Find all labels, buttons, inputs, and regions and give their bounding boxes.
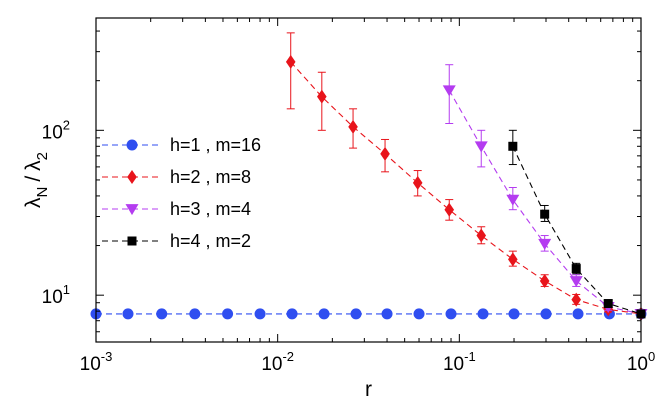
data-point — [445, 308, 457, 320]
data-point — [603, 299, 613, 309]
y-label-slash: / — [22, 176, 45, 182]
x-tick-label: 10-3 — [80, 349, 113, 375]
x-axis-label: r — [365, 378, 372, 401]
data-point — [412, 175, 423, 190]
data-point — [572, 308, 584, 320]
y-label-sub-n: N — [34, 187, 51, 198]
data-point — [571, 292, 582, 307]
data-point — [381, 308, 393, 320]
data-point — [540, 209, 550, 219]
legend-label: h=4 , m=2 — [170, 231, 251, 251]
data-point — [348, 119, 358, 134]
data-point — [506, 194, 520, 206]
data-point — [156, 308, 168, 320]
data-point — [538, 238, 552, 250]
data-point — [380, 146, 390, 161]
y-label-lambda-1: λ — [22, 197, 45, 208]
legend-marker — [125, 204, 139, 216]
y-label-lambda-2: λ — [22, 160, 45, 171]
data-point — [442, 85, 456, 97]
data-point — [508, 141, 518, 151]
data-point — [444, 202, 455, 217]
y-tick-label: 101 — [42, 282, 70, 308]
x-tick-label: 10-1 — [443, 349, 476, 375]
axes: 10-3 10-2 10-1 100 101 102 — [42, 18, 655, 375]
data-point — [189, 308, 201, 320]
data-point — [569, 276, 583, 288]
data-point — [474, 141, 488, 153]
data-point — [350, 308, 362, 320]
svg-text:λN/λ2: λN/λ2 — [22, 152, 51, 208]
data-point — [477, 308, 489, 320]
legend: h=1 , m=16 h=2 , m=8 h=3 , m=4 h=4 , m=2 — [102, 135, 261, 251]
legend-marker — [127, 170, 137, 184]
data-point — [285, 54, 296, 69]
y-tick-label: 102 — [42, 117, 70, 143]
data-point — [508, 252, 518, 267]
data-point — [571, 264, 581, 274]
data-point — [539, 273, 550, 288]
series-line — [290, 61, 642, 315]
x-tick-label: 100 — [627, 349, 655, 375]
data-point — [286, 308, 298, 320]
legend-label: h=3 , m=4 — [170, 199, 251, 219]
legend-label: h=2 , m=8 — [170, 167, 251, 187]
data-point — [476, 228, 487, 243]
data-point — [254, 308, 266, 320]
legend-marker — [127, 236, 137, 246]
y-axis-label: λN/λ2 — [22, 152, 51, 208]
series-line — [512, 146, 642, 315]
plot-area — [90, 32, 648, 321]
y-label-sub-2: 2 — [34, 152, 51, 160]
x-tick-label: 10-2 — [261, 349, 294, 375]
series-2 — [285, 32, 646, 321]
data-point — [540, 308, 552, 320]
data-point — [122, 308, 134, 320]
data-point — [317, 89, 327, 104]
data-point — [222, 308, 234, 320]
data-point — [508, 308, 520, 320]
data-point — [318, 308, 330, 320]
data-point — [413, 308, 425, 320]
legend-marker — [126, 139, 138, 151]
legend-label: h=1 , m=16 — [170, 135, 261, 155]
